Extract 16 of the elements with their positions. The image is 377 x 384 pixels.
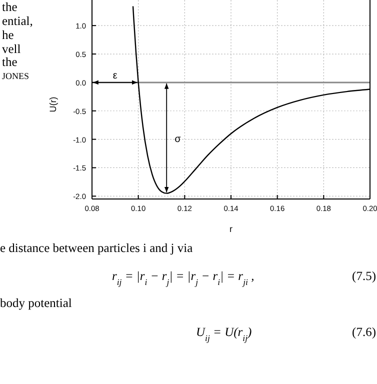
- text: e distance between particles i and j via: [0, 241, 194, 255]
- text: body potential: [0, 296, 72, 310]
- text: JONES: [2, 71, 30, 81]
- annotation: σ: [174, 134, 182, 145]
- text: vell: [2, 42, 22, 56]
- text: (7.6): [352, 325, 376, 339]
- y-axis-title: U(r): [48, 96, 58, 112]
- text: ential,: [2, 14, 33, 28]
- text: r$_{ij}$ = |r$_{i}$ − r$_{j}$| = |r$_{j}$ − r$_{i}$| = r$_{ji}$ ,: [112, 269, 254, 287]
- x-axis-title: r: [230, 224, 232, 234]
- text: he: [2, 28, 14, 42]
- text: U$_{ij}$ = U(r$_{ij}$): [196, 325, 252, 343]
- text: the: [2, 55, 18, 69]
- text: (7.5): [352, 269, 376, 283]
- annotation: ε: [112, 70, 118, 82]
- text: the: [2, 0, 18, 14]
